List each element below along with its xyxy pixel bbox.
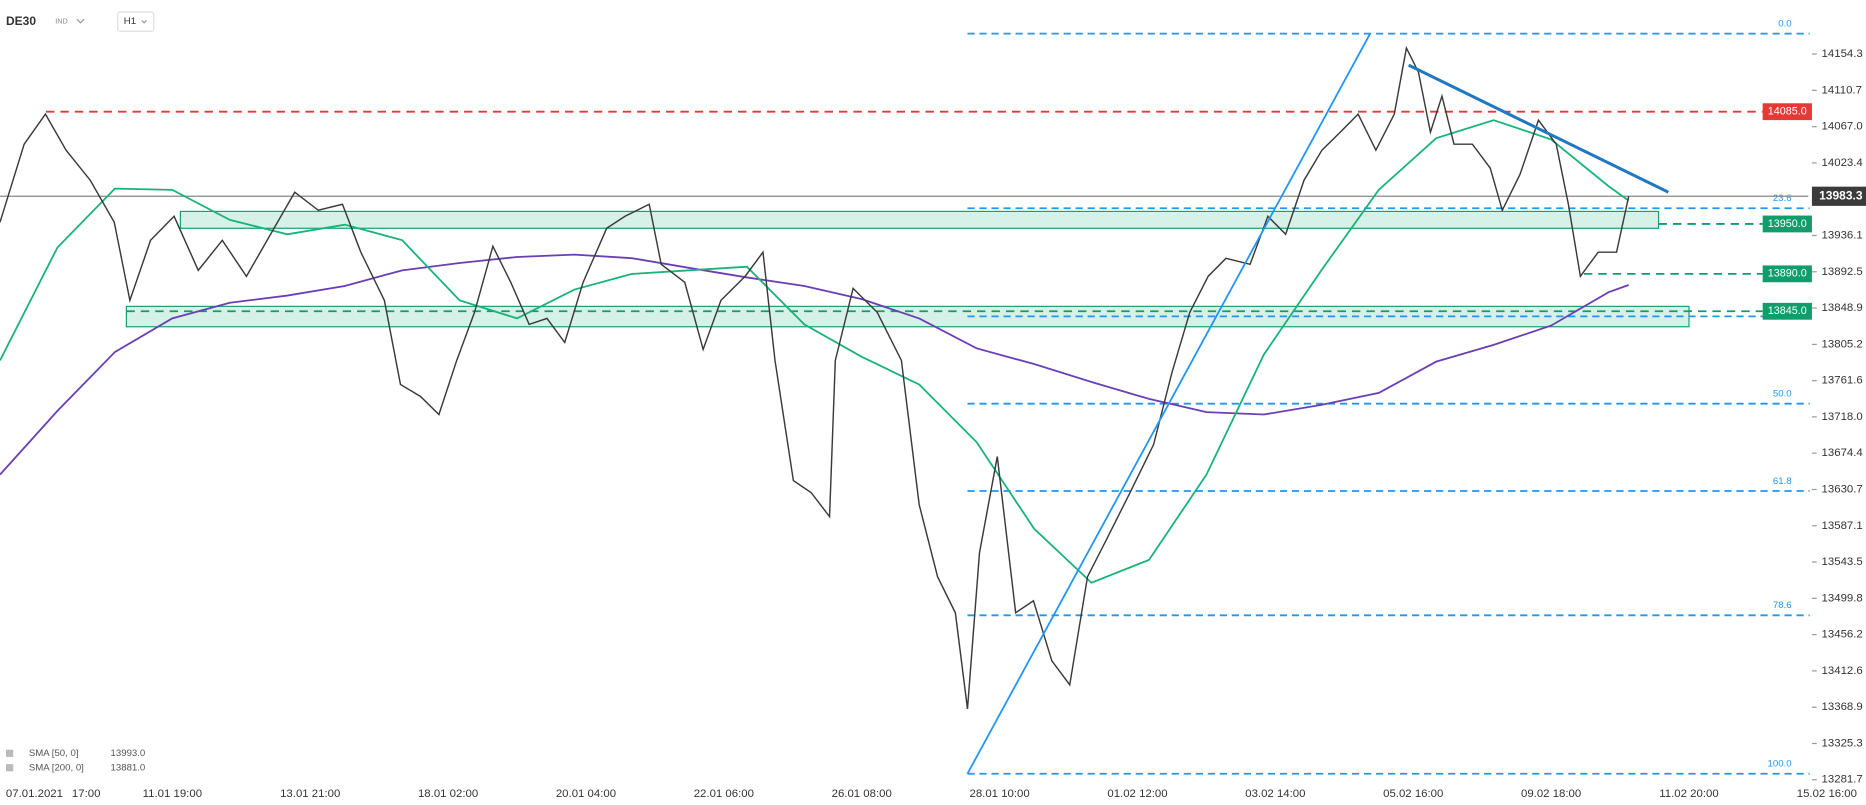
y-tick-label: 14023.4 <box>1822 157 1864 169</box>
y-tick-label: 14067.0 <box>1822 121 1863 133</box>
y-tick-label: 13761.6 <box>1822 375 1863 387</box>
sma-line <box>0 253 1629 476</box>
x-tick-label: 05.02 16:00 <box>1383 788 1443 800</box>
y-tick-label: 13718.0 <box>1822 411 1863 423</box>
sma-line <box>0 119 1630 584</box>
legend-name: SMA [50, 0] <box>29 748 79 759</box>
y-tick-label: 13848.9 <box>1822 302 1863 314</box>
x-tick-label: 28.01 10:00 <box>969 788 1029 800</box>
price-line <box>0 45 1630 709</box>
fib-label: 100.0 <box>1768 759 1792 770</box>
level-label: 13950.0 <box>1768 218 1807 230</box>
x-tick-label: 01.02 12:00 <box>1107 788 1167 800</box>
y-tick-label: 13674.4 <box>1822 447 1864 459</box>
level-tag <box>1762 103 1812 121</box>
symbol-dropdown[interactable] <box>76 18 85 24</box>
fib-label: 0.0 <box>1778 19 1791 30</box>
last-price-label: 13983.3 <box>1819 188 1863 202</box>
y-tick-label: 13805.2 <box>1822 338 1863 350</box>
y-tick-label: 14154.3 <box>1822 48 1863 60</box>
timeframe-caret <box>141 20 148 24</box>
x-tick-label: 17:00 <box>72 788 101 800</box>
level-label: 13890.0 <box>1768 268 1807 280</box>
y-tick-label: 13892.5 <box>1822 266 1863 278</box>
level-tag <box>1762 265 1812 283</box>
instrument-type: IND <box>55 17 67 26</box>
y-tick-label: 13630.7 <box>1822 484 1863 496</box>
x-tick-label: 22.01 06:00 <box>694 788 754 800</box>
trendline <box>1407 63 1669 194</box>
y-tick-label: 13456.2 <box>1822 629 1863 641</box>
x-tick-label: 03.02 14:00 <box>1245 788 1305 800</box>
y-tick-label: 13325.3 <box>1822 737 1863 749</box>
timeframe[interactable]: H1 <box>124 16 136 27</box>
timeframe-button[interactable] <box>117 11 155 32</box>
x-tick-label: 13.01 21:00 <box>280 788 340 800</box>
last-price-tag <box>1811 186 1866 206</box>
legend-icon <box>6 764 14 772</box>
legend-value: 13881.0 <box>111 762 146 773</box>
y-tick-label: 13543.5 <box>1822 556 1863 568</box>
trendline <box>966 33 1371 775</box>
x-tick-label: 26.01 08:00 <box>832 788 892 800</box>
x-tick-label: 18.01 02:00 <box>418 788 478 800</box>
x-tick-label: 09.02 18:00 <box>1521 788 1581 800</box>
x-tick-label: 07.01.2021 <box>6 788 63 800</box>
y-tick-label: 13368.9 <box>1822 701 1863 713</box>
legend-icon <box>6 749 14 757</box>
x-tick-label: 11.02 20:00 <box>1659 788 1718 800</box>
level-tag <box>1762 215 1812 233</box>
symbol[interactable]: DE30 <box>6 14 36 28</box>
x-tick-label: 11.01 19:00 <box>143 788 202 800</box>
x-tick-label: 15.02 16:00 <box>1797 788 1857 800</box>
x-tick-label: 20.01 04:00 <box>556 788 616 800</box>
fib-label: 78.6 <box>1773 600 1792 611</box>
fib-label: 50.0 <box>1773 389 1792 400</box>
fib-label: 23.6 <box>1773 193 1792 204</box>
level-label: 13845.0 <box>1768 305 1807 317</box>
y-tick-label: 13281.7 <box>1822 774 1863 786</box>
y-tick-label: 13412.6 <box>1822 665 1863 677</box>
level-label: 14085.0 <box>1768 106 1807 118</box>
fib-label: 61.8 <box>1773 476 1792 487</box>
legend-name: SMA [200, 0] <box>29 762 84 773</box>
legend-value: 13993.0 <box>111 748 146 759</box>
y-tick-label: 13499.8 <box>1822 592 1863 604</box>
y-tick-label: 13587.1 <box>1822 520 1863 532</box>
zone <box>179 210 1660 229</box>
y-tick-label: 14110.7 <box>1822 84 1862 96</box>
y-tick-label: 13936.1 <box>1822 230 1863 242</box>
level-tag <box>1762 302 1812 320</box>
